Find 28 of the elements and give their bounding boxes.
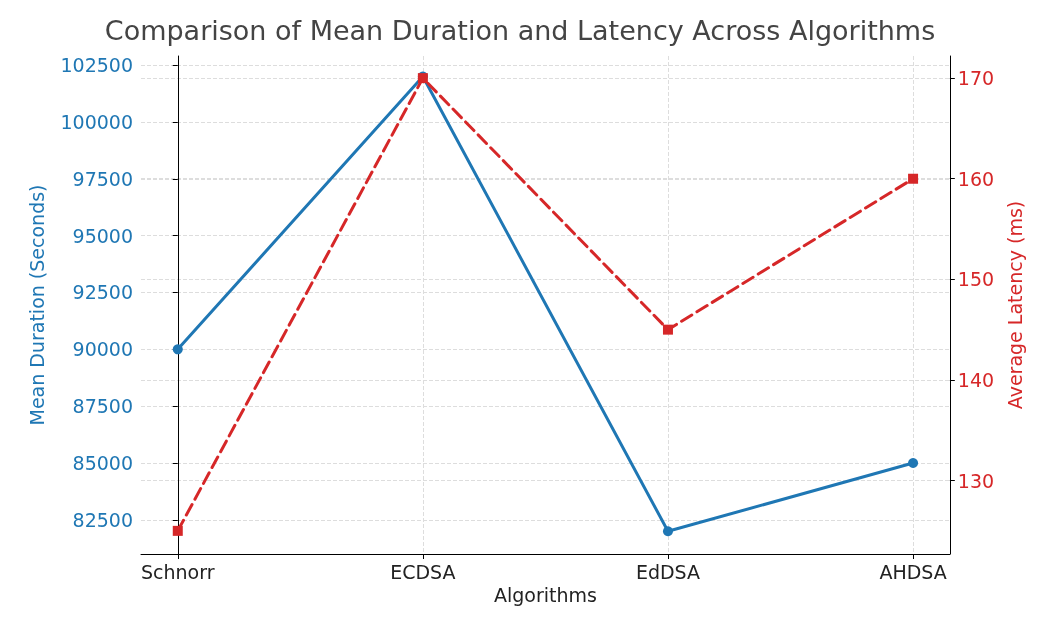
y2-tick-label: 140 xyxy=(957,368,995,391)
y-tick-label: 95000 xyxy=(72,224,133,247)
y-tick-label: 82500 xyxy=(72,508,133,531)
y-tick-label: 90000 xyxy=(72,338,133,361)
y-axis-title: Mean Duration (Seconds) xyxy=(25,184,48,426)
y2-tick-label: 150 xyxy=(957,268,995,291)
y2-tick-label: 170 xyxy=(957,67,995,90)
point xyxy=(662,324,673,335)
y-tick-label: 97500 xyxy=(72,167,133,190)
y-tick-label: 102500 xyxy=(60,54,133,77)
x-tick-label: Schnorr xyxy=(141,560,215,583)
point xyxy=(172,525,183,536)
x-tick-label: ECDSA xyxy=(390,560,456,583)
chart-title: Comparison of Mean Duration and Latency Across Algorithms xyxy=(104,15,936,46)
y2-axis-title: Average Latency (ms) xyxy=(1003,200,1026,410)
point xyxy=(172,344,183,355)
x-tick-label: AHDSA xyxy=(879,560,947,583)
y-tick-label: 87500 xyxy=(72,395,133,418)
y2-tick-label: 160 xyxy=(957,167,995,190)
point xyxy=(908,173,919,184)
y-tick-label: 92500 xyxy=(72,281,133,304)
point xyxy=(908,458,919,469)
point xyxy=(662,526,673,537)
x-axis-title: Algorithms xyxy=(493,584,597,607)
y-tick-label: 100000 xyxy=(60,110,133,133)
y2-tick-label: 130 xyxy=(957,469,995,492)
x-tick-label: EdDSA xyxy=(635,560,701,583)
y-tick-label: 85000 xyxy=(72,452,133,475)
